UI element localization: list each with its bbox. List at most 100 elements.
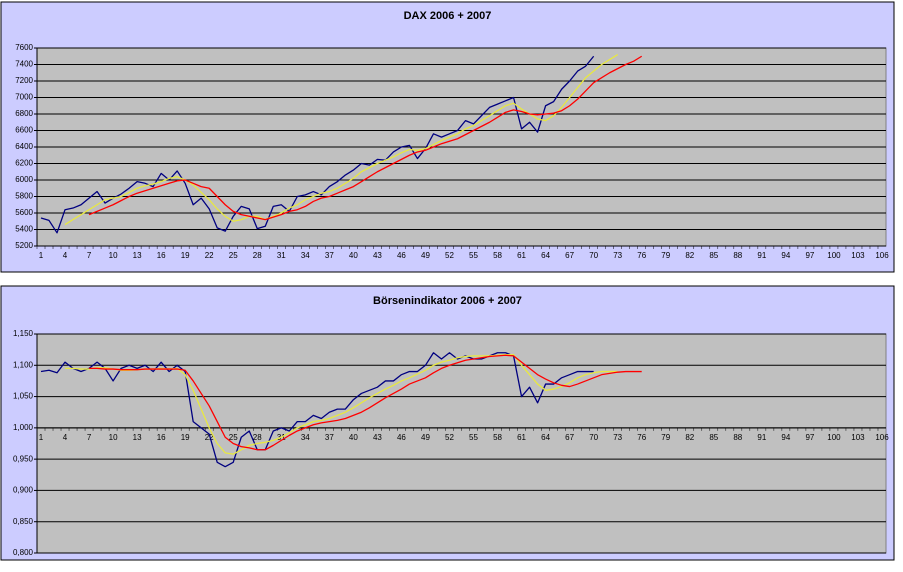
x-tick-label: 61 [517,433,526,442]
y-tick-label: 5600 [15,208,33,217]
y-tick-label: 6800 [15,109,33,118]
x-tick-label: 67 [565,433,574,442]
x-tick-label: 82 [685,433,694,442]
x-tick-label: 31 [277,251,286,260]
x-tick-label: 55 [469,433,478,442]
y-tick-label: 7600 [15,43,33,52]
x-tick-label: 16 [157,251,166,260]
x-tick-label: 70 [589,433,598,442]
x-tick-label: 106 [875,433,889,442]
y-tick-label: 1,150 [13,329,34,338]
x-tick-label: 64 [541,433,550,442]
x-tick-label: 52 [445,433,454,442]
x-tick-label: 58 [493,251,502,260]
x-tick-label: 25 [229,251,238,260]
y-tick-label: 0,850 [13,517,34,526]
x-tick-label: 1 [39,433,44,442]
x-tick-label: 7 [87,251,92,260]
y-tick-label: 5800 [15,192,33,201]
x-tick-label: 61 [517,251,526,260]
x-tick-label: 73 [613,433,622,442]
x-tick-label: 40 [349,251,358,260]
y-tick-label: 7000 [15,93,33,102]
x-tick-label: 40 [349,433,358,442]
x-tick-label: 58 [493,433,502,442]
x-tick-label: 7 [87,433,92,442]
x-tick-label: 4 [63,433,68,442]
x-tick-label: 85 [709,433,718,442]
x-tick-label: 55 [469,251,478,260]
x-tick-label: 19 [181,433,190,442]
x-tick-label: 28 [253,251,262,260]
x-tick-label: 49 [421,251,430,260]
x-tick-label: 94 [781,251,790,260]
x-tick-label: 4 [63,251,68,260]
x-tick-label: 1 [39,251,44,260]
y-tick-label: 1,000 [13,423,34,432]
x-tick-label: 13 [133,433,142,442]
x-tick-label: 10 [109,251,118,260]
x-tick-label: 76 [637,251,646,260]
y-tick-label: 0,800 [13,548,34,557]
x-tick-label: 100 [827,433,841,442]
x-tick-label: 43 [373,433,382,442]
x-tick-label: 73 [613,251,622,260]
series-line [64,54,619,226]
x-tick-label: 49 [421,433,430,442]
x-tick-label: 88 [733,433,742,442]
x-tick-label: 97 [805,433,814,442]
y-tick-label: 1,050 [13,392,34,401]
x-tick-label: 64 [541,251,550,260]
x-tick-label: 76 [637,433,646,442]
x-tick-label: 37 [325,433,334,442]
y-tick-label: 0,950 [13,454,34,463]
y-tick-label: 6600 [15,126,33,135]
y-tick-label: 6200 [15,159,33,168]
x-tick-label: 28 [253,433,262,442]
y-tick-label: 7200 [15,76,33,85]
x-tick-label: 97 [805,251,814,260]
x-tick-label: 19 [181,251,190,260]
x-tick-label: 94 [781,433,790,442]
x-tick-label: 103 [851,251,865,260]
series-line [40,352,594,468]
x-tick-label: 46 [397,433,406,442]
y-tick-label: 5200 [15,241,33,250]
y-tick-label: 6000 [15,175,33,184]
x-tick-label: 106 [875,251,889,260]
x-tick-label: 22 [205,251,214,260]
x-tick-label: 103 [851,433,865,442]
x-tick-label: 52 [445,251,454,260]
chart-title: Börsenindikator 2006 + 2007 [373,295,522,307]
x-tick-label: 34 [301,433,310,442]
x-tick-label: 37 [325,251,334,260]
x-tick-label: 100 [827,251,841,260]
series-line [88,55,643,221]
x-tick-label: 91 [757,433,766,442]
series-line [89,354,642,451]
x-tick-label: 79 [661,433,670,442]
x-tick-label: 22 [205,433,214,442]
plot-area [36,333,887,554]
x-tick-label: 10 [109,433,118,442]
x-tick-label: 70 [589,251,598,260]
x-tick-label: 16 [157,433,166,442]
x-tick-label: 46 [397,251,406,260]
x-tick-label: 82 [685,251,694,260]
x-tick-label: 91 [757,251,766,260]
y-tick-label: 5400 [15,225,33,234]
x-tick-label: 34 [301,251,310,260]
x-tick-label: 88 [733,251,742,260]
x-tick-label: 79 [661,251,670,260]
series-line [40,55,595,234]
x-tick-label: 43 [373,251,382,260]
x-tick-label: 85 [709,251,718,260]
y-tick-label: 0,900 [13,486,34,495]
x-tick-label: 13 [133,251,142,260]
chart-title: DAX 2006 + 2007 [404,10,492,22]
y-tick-label: 1,100 [13,360,34,369]
y-tick-label: 6400 [15,142,33,151]
x-tick-label: 25 [229,433,238,442]
